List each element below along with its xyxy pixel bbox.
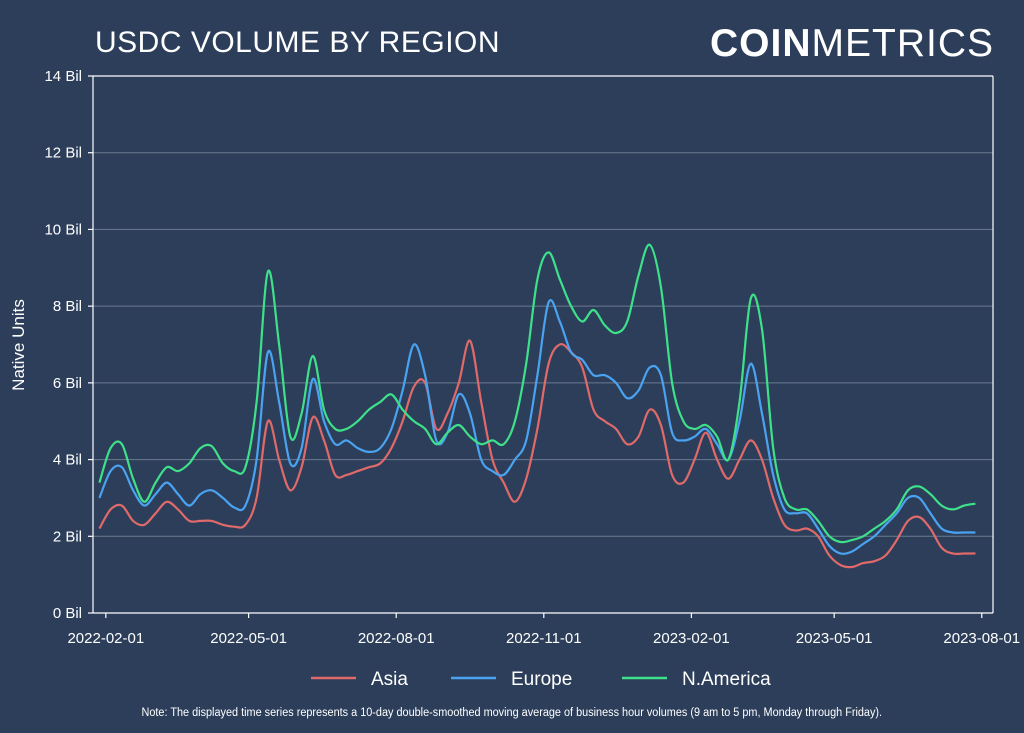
y-tick-label: 8 Bil <box>53 298 82 315</box>
y-tick-label: 2 Bil <box>53 528 82 545</box>
y-axis-ticks: 0 Bil 2 Bil 4 Bil 6 Bil 8 Bil 10 Bil 12 Bil 14 … <box>44 68 93 622</box>
legend-label: Asia <box>371 669 408 690</box>
y-axis-label: Native Units <box>9 299 28 391</box>
footnote: Note: The displayed time series represen… <box>141 707 883 719</box>
y-tick-label: 4 Bil <box>53 452 82 469</box>
coinmetrics-logo: COINMETRICS <box>710 22 994 66</box>
x-tick-label: 2023-05-01 <box>796 630 873 647</box>
gridlines <box>93 75 993 537</box>
y-tick-label: 12 Bil <box>44 145 82 162</box>
x-tick-label: 2023-08-01 <box>943 630 1020 647</box>
series-lines <box>98 243 976 569</box>
x-tick-label: 2022-05-01 <box>210 630 287 647</box>
legend-label: N.America <box>682 669 771 690</box>
series-line-namerica <box>98 243 976 544</box>
x-tick-label: 2023-02-01 <box>653 630 730 647</box>
y-tick-label: 6 Bil <box>53 375 82 392</box>
logo-bold-text: COIN <box>710 22 812 65</box>
x-tick-label: 2022-08-01 <box>358 630 435 647</box>
x-tick-label: 2022-02-01 <box>67 630 144 647</box>
y-tick-label: 10 Bil <box>44 221 82 238</box>
axes <box>92 75 994 614</box>
chart-title: USDC VOLUME BY REGION <box>95 26 501 59</box>
logo-light-text: METRICS <box>811 22 994 65</box>
y-tick-label: 0 Bil <box>53 605 82 622</box>
series-line-asia <box>98 339 976 569</box>
legend-label: Europe <box>511 669 572 690</box>
series-line-europe <box>98 299 976 555</box>
x-axis-ticks: 2022-02-01 2022-05-01 2022-08-01 2022-11-01… <box>67 613 1020 647</box>
x-tick-label: 2022-11-01 <box>506 630 582 647</box>
legend: Asia Europe N.America <box>311 669 771 690</box>
y-tick-label: 14 Bil <box>44 68 82 85</box>
